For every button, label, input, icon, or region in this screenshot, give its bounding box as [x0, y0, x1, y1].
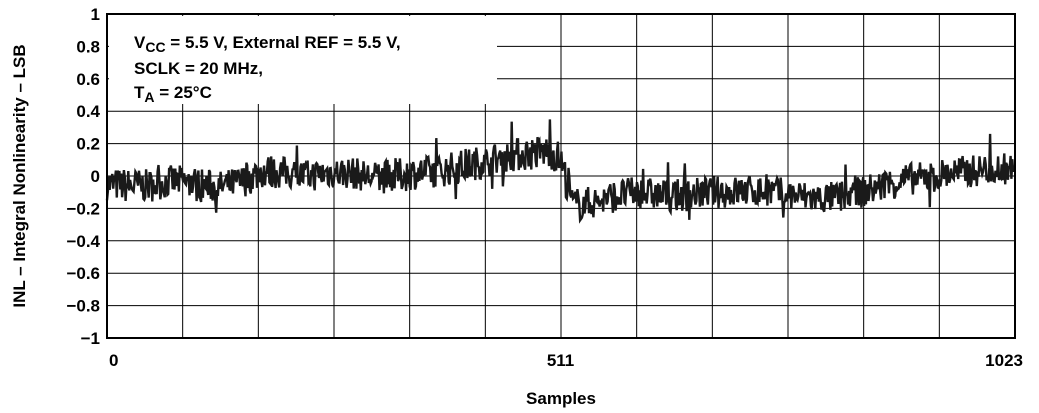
y-tick-label: −0.2 — [66, 199, 100, 218]
y-tick-label: 0.6 — [76, 70, 100, 89]
annotation-line-2: SCLK = 20 MHz, — [134, 59, 263, 78]
y-tick-label: 0.8 — [76, 37, 100, 56]
y-tick-label: 1 — [91, 5, 100, 24]
annotation-line-3: TA = 25°C — [134, 83, 212, 105]
y-tick-label: 0.4 — [76, 102, 100, 121]
plot-frame — [106, 13, 1016, 339]
annotation-background — [109, 16, 497, 104]
series-group — [105, 119, 1016, 224]
x-tick-label: 1023 — [985, 351, 1023, 370]
inl-series-line — [105, 119, 1016, 224]
y-tick-label: −1 — [81, 329, 100, 348]
y-tick-label: 0.2 — [76, 135, 100, 154]
x-tick-labels: 0 511 1023 — [109, 351, 1023, 370]
y-axis-title: INL – Integral Nonlinearity – LSB — [10, 44, 29, 307]
y-tick-label: −0.8 — [66, 297, 100, 316]
x-axis-title: Samples — [526, 389, 596, 408]
y-tick-label: 0 — [91, 167, 100, 186]
annotation-line-1: VCC = 5.5 V, External REF = 5.5 V, — [134, 33, 401, 55]
conditions-annotation: VCC = 5.5 V, External REF = 5.5 V, SCLK … — [134, 33, 401, 105]
y-tick-label: −0.4 — [66, 232, 100, 251]
y-tick-label: −0.6 — [66, 264, 100, 283]
x-tick-label: 511 — [547, 351, 574, 370]
y-tick-labels: 1 0.8 0.6 0.4 0.2 0 −0.2 −0.4 −0.6 −0.8 −1 — [66, 5, 100, 348]
x-tick-label: 0 — [109, 351, 118, 370]
